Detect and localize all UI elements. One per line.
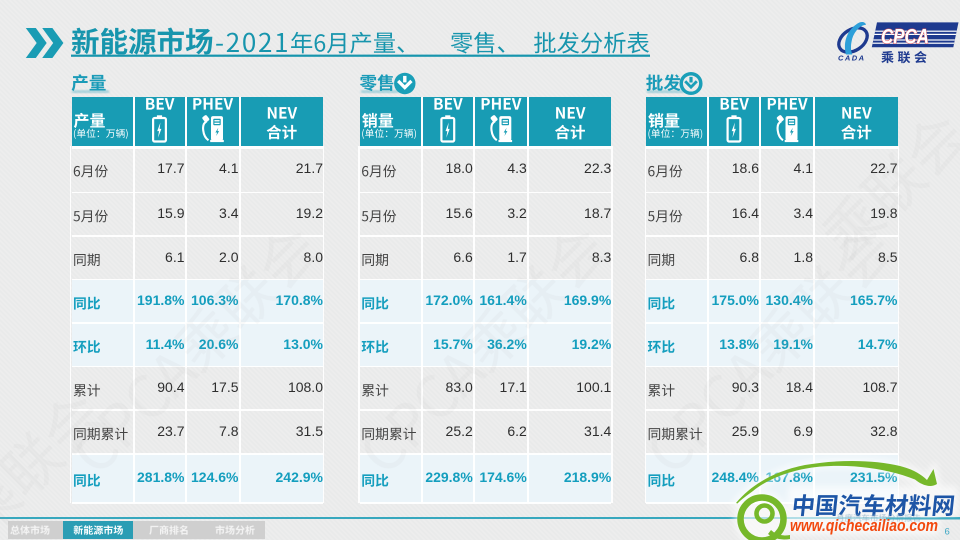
svg-text:www.qichecailiao.com: www.qichecailiao.com: [790, 517, 938, 535]
svg-text:CADA: CADA: [838, 54, 864, 63]
svg-text:CPCA: CPCA: [881, 26, 929, 49]
svg-text:6: 6: [945, 527, 950, 538]
